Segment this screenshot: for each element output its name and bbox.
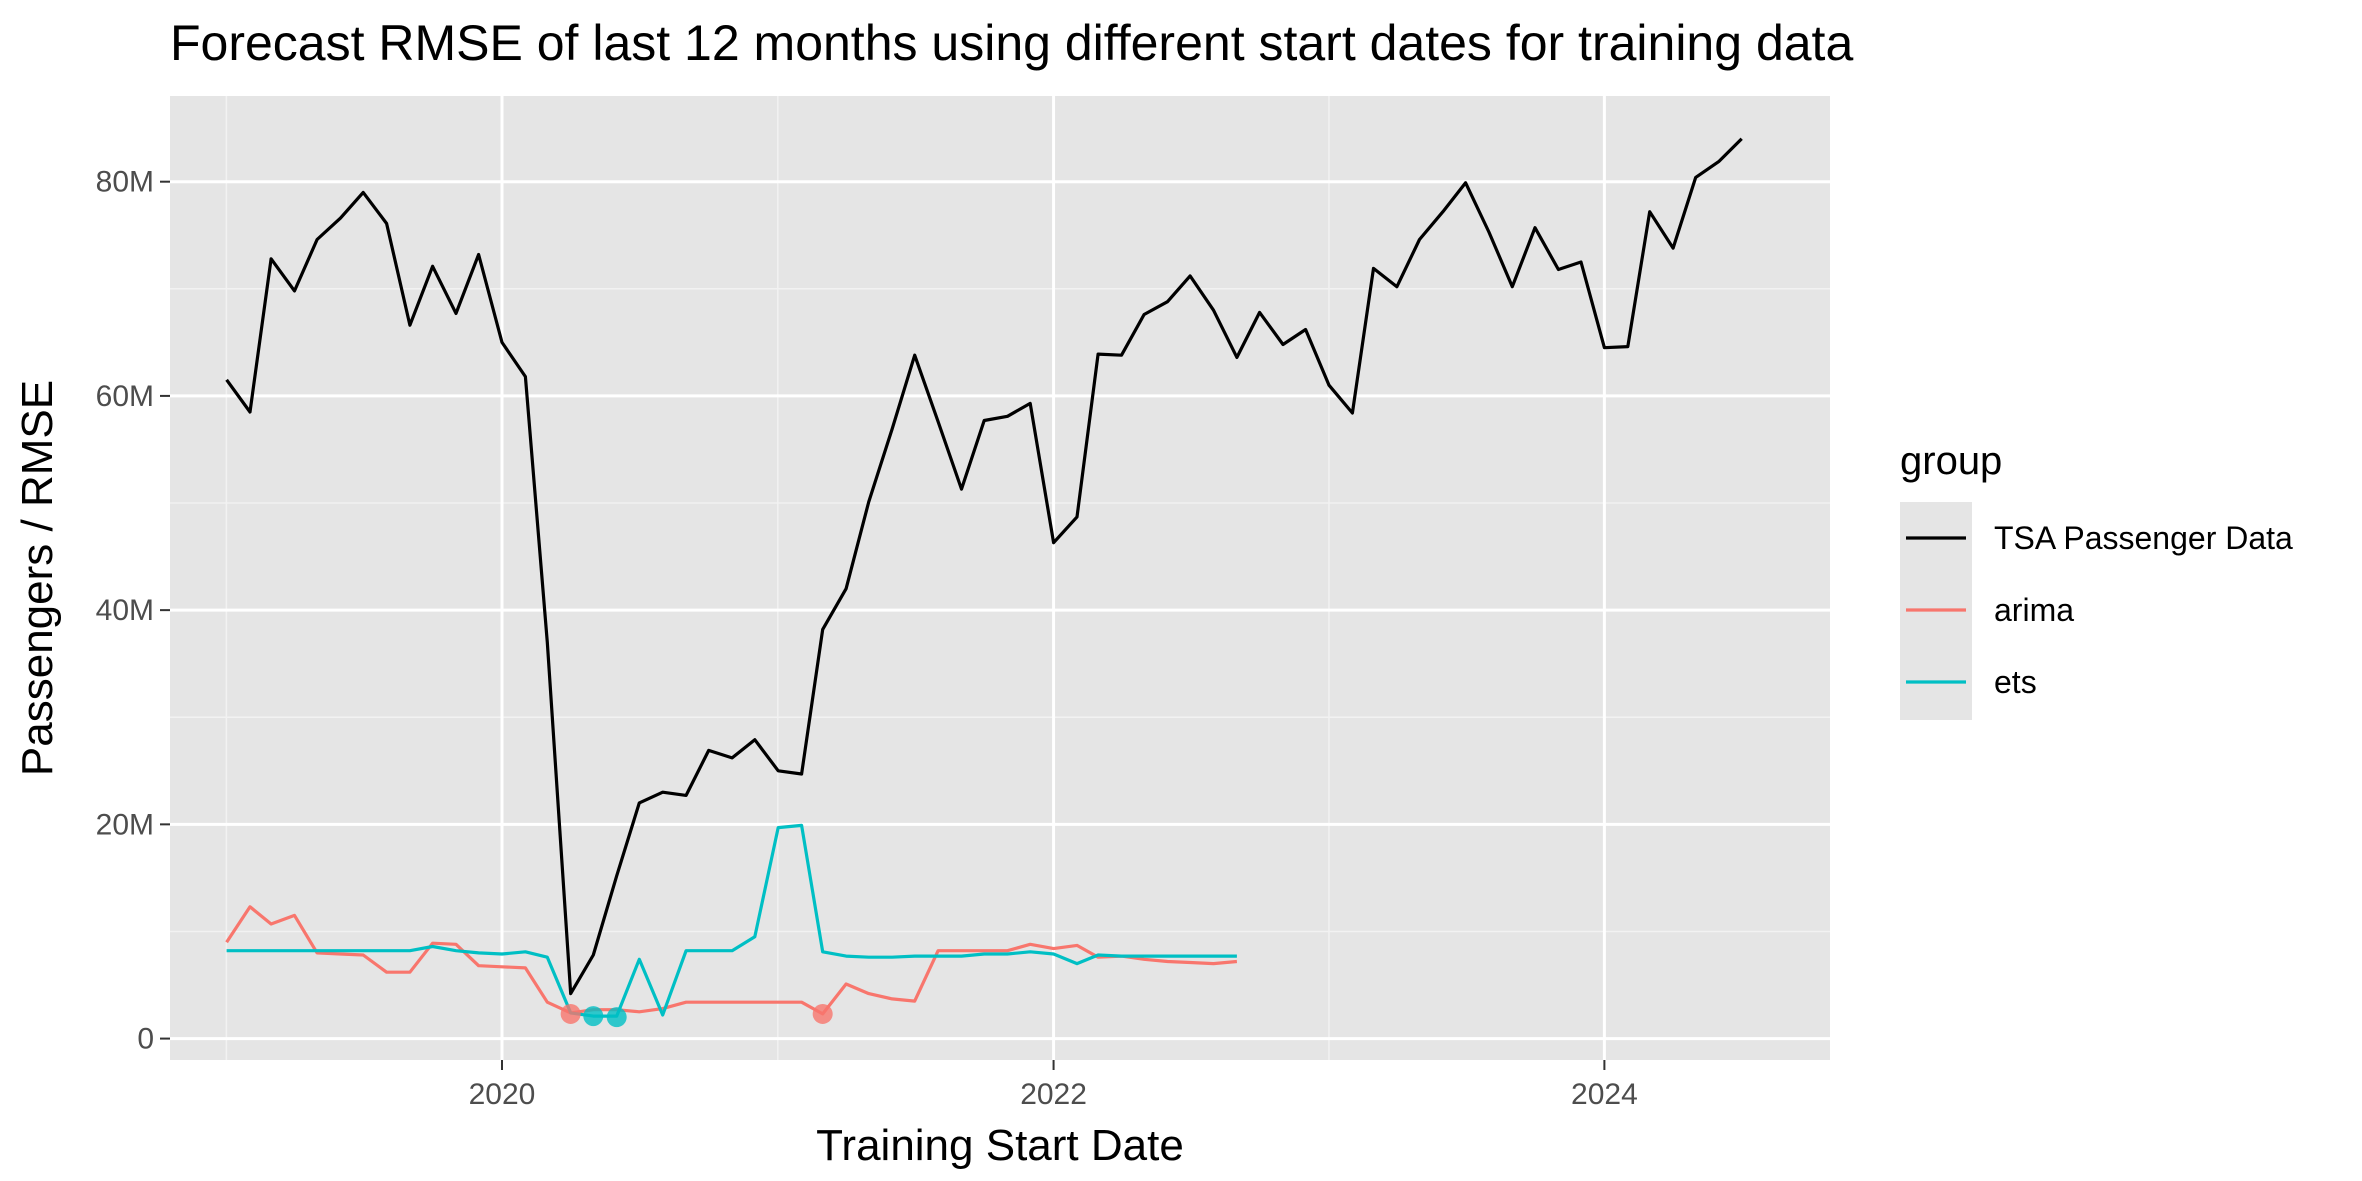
chart-title: Forecast RMSE of last 12 months using di… [170, 15, 1853, 71]
y-tick-label: 40M [96, 594, 154, 627]
grid-lines [170, 96, 1830, 1060]
x-axis-title: Training Start Date [816, 1121, 1184, 1170]
legend-label-ets: ets [1994, 664, 2037, 700]
y-axis: 0 20M 40M 60M 80M [96, 166, 170, 1056]
highlight-points [560, 1003, 833, 1028]
y-tick-label: 80M [96, 166, 154, 199]
series-line-arima [225, 905, 1238, 1016]
highlight-point-arima [812, 1003, 833, 1024]
highlight-point-ets [583, 1006, 604, 1027]
series-line-ets [226, 823, 1237, 1018]
x-tick-label: 2020 [469, 1078, 536, 1111]
y-tick-label: 0 [137, 1023, 154, 1056]
plot-panel [170, 96, 1830, 1060]
legend-label-arima: arima [1994, 592, 2074, 628]
x-tick-label: 2024 [1571, 1078, 1638, 1111]
legend-title: group [1900, 439, 2002, 483]
series-line-tsa-passenger-data [225, 137, 1743, 996]
y-tick-label: 20M [96, 808, 154, 841]
legend-label-tsa-passenger-data: TSA Passenger Data [1994, 520, 2293, 556]
x-tick-label: 2022 [1020, 1078, 1087, 1111]
legend: group TSA Passenger Data arima ets [1900, 439, 2293, 720]
x-axis: 2020 2022 2024 [469, 1060, 1638, 1111]
y-tick-label: 60M [96, 380, 154, 413]
y-axis-title: Passengers / RMSE [13, 380, 62, 776]
highlight-point-arima [560, 1003, 581, 1024]
series-lines [225, 137, 1743, 1018]
highlight-point-ets [606, 1007, 627, 1028]
